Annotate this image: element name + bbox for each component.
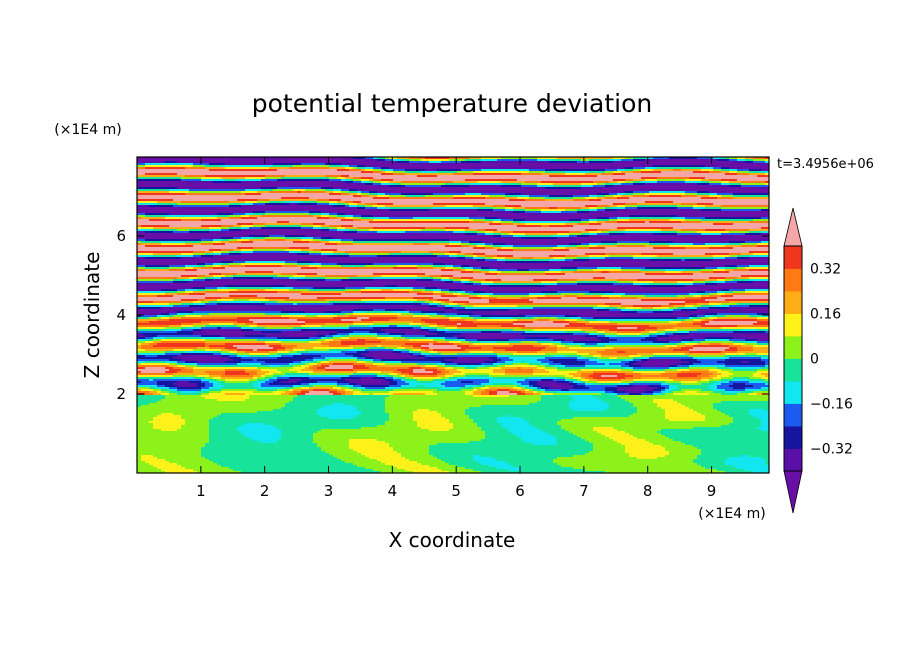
z-unit-label: (×1E4 m) xyxy=(54,122,121,138)
timestamp-label: t=3.4956e+06 xyxy=(777,157,874,172)
chart-title: potential temperature deviation xyxy=(252,89,652,118)
contour-field xyxy=(137,157,770,474)
